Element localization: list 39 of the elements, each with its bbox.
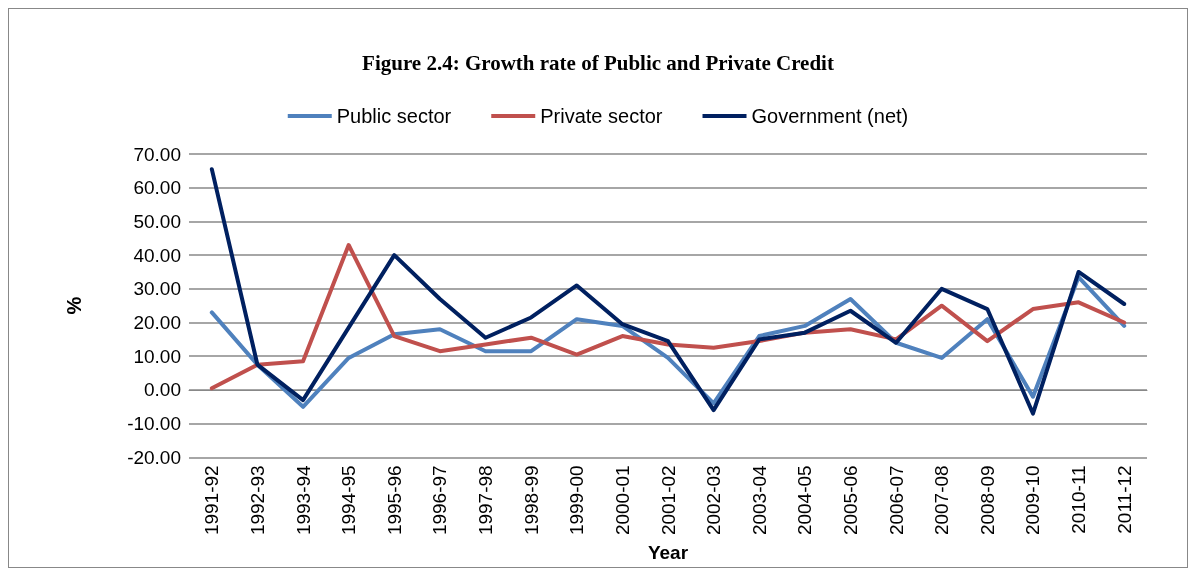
y-axis-title: % — [63, 296, 85, 315]
x-tick-label: 2007-08 — [931, 465, 953, 536]
y-tick-label: 40.00 — [133, 244, 181, 266]
y-tick-label: -10.00 — [127, 413, 181, 435]
line-series — [209, 167, 1127, 416]
x-tick-label: 2009-10 — [1022, 465, 1044, 536]
x-tick-label: 2002-03 — [703, 465, 725, 536]
x-tick-label: 1991-92 — [201, 465, 223, 536]
legend-label: Public sector — [336, 105, 452, 127]
x-tick-label: 2000-01 — [611, 465, 633, 536]
x-tick-label: 1993-94 — [292, 464, 314, 536]
y-tick-label: 30.00 — [133, 278, 181, 300]
x-tick-label: 1999-00 — [566, 465, 588, 536]
x-tick-label: 2011-12 — [1113, 465, 1135, 534]
y-tick-label: 70.00 — [133, 143, 181, 165]
y-tick-label: 20.00 — [133, 312, 181, 334]
x-axis-title: Year — [647, 542, 689, 563]
x-tick-label: 2008-09 — [976, 465, 998, 536]
y-tick-label: 0.00 — [144, 379, 181, 401]
x-tick-label: 2004-05 — [794, 465, 816, 536]
y-tick-label: -20.00 — [127, 446, 181, 468]
legend-label: Private sector — [540, 105, 663, 127]
chart-title: Figure 2.4: Growth rate of Public and Private Credit — [362, 50, 834, 75]
x-tick-label: 1994-95 — [338, 465, 360, 536]
x-tick-label: 2006-07 — [885, 465, 907, 536]
x-tick-label: 1995-96 — [383, 465, 405, 536]
y-tick-label: 10.00 — [133, 345, 181, 367]
x-tick-label: 2003-04 — [748, 464, 770, 536]
line-series — [209, 243, 1127, 391]
x-tick-label: 1996-97 — [429, 465, 451, 536]
y-tick-label: 50.00 — [133, 210, 181, 232]
legend-label: Government (net) — [751, 105, 909, 127]
x-tick-label: 1992-93 — [246, 465, 268, 536]
x-tick-label: 2005-06 — [839, 465, 861, 536]
x-tick-label: 1998-99 — [520, 465, 542, 536]
x-tick-label: 2001-02 — [657, 465, 679, 536]
x-tick-label: 1997-98 — [475, 465, 497, 536]
y-tick-label: 60.00 — [133, 177, 181, 199]
x-tick-label: 2010-11 — [1068, 465, 1090, 534]
